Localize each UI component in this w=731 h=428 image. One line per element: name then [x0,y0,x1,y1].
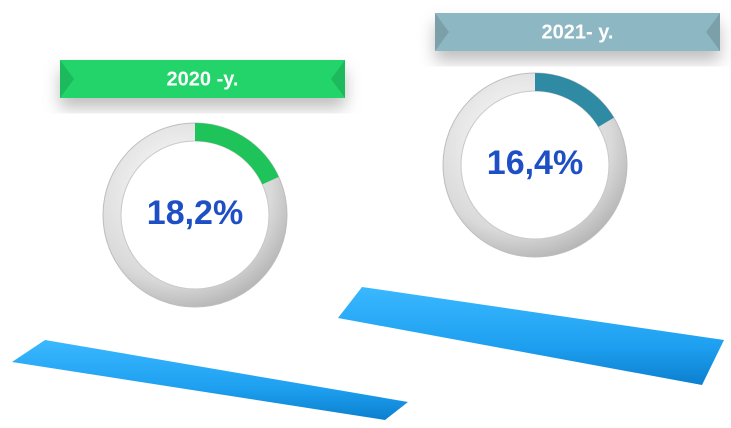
banner-bevel [435,13,449,51]
banner-bevel [60,60,74,98]
value-label: 18,2% [147,194,243,232]
chart-title: 2021- y. [542,21,614,43]
platform [12,340,408,420]
banner-bevel [331,60,345,98]
banner-bevel [706,13,720,51]
platform [338,287,724,385]
gauge-arc [535,73,614,127]
title-banner [60,60,345,98]
title-banner [435,13,720,51]
chart-title: 2020 -y. [167,68,239,90]
value-label: 16,4% [487,144,583,182]
gauge-arc [195,123,279,185]
